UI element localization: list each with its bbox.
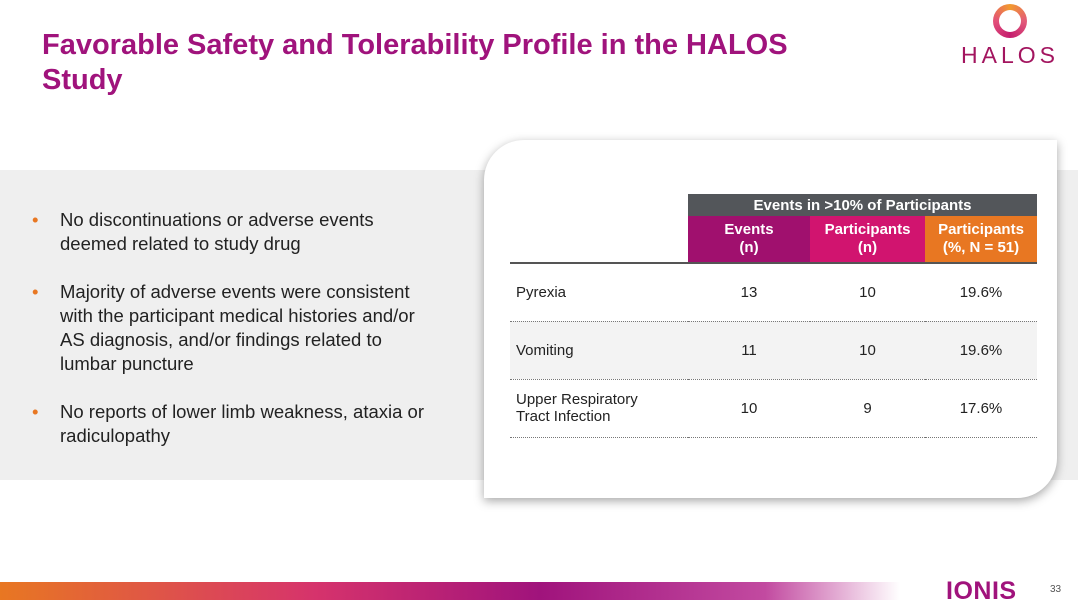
row-label: Upper Respiratory Tract Infection: [510, 379, 688, 438]
col-header-participants-pct: Participants (%, N = 51): [925, 216, 1037, 264]
bullet-text: Majority of adverse events were consiste…: [60, 281, 415, 374]
group-header: Events in >10% of Participants: [688, 194, 1037, 216]
page-number: 33: [1050, 584, 1062, 595]
halos-logo: HALOS: [955, 4, 1065, 69]
table-row: Vomiting 11 10 19.6%: [510, 321, 1037, 380]
table-row: Pyrexia 13 10 19.6%: [510, 263, 1037, 322]
bullet-item: • No discontinuations or adverse events d…: [32, 209, 374, 254]
halos-ring-icon: [993, 4, 1027, 38]
cell-participants: 10: [810, 321, 925, 380]
bullet-list: • No discontinuations or adverse events d…: [32, 208, 432, 472]
cell-percent: 19.6%: [925, 321, 1037, 380]
cell-participants: 9: [810, 379, 925, 438]
bullet-item: • No reports of lower limb weakness, atax…: [32, 401, 424, 446]
cell-events: 11: [688, 321, 810, 380]
cell-percent: 19.6%: [925, 263, 1037, 322]
halos-logo-text: HALOS: [961, 42, 1059, 68]
cell-events: 10: [688, 379, 810, 438]
bullet-text: No reports of lower limb weakness, ataxi…: [60, 401, 424, 446]
row-label: Vomiting: [510, 321, 688, 380]
table-card: Events in >10% of Participants Events (n)…: [484, 140, 1057, 498]
cell-percent: 17.6%: [925, 379, 1037, 438]
bullet-item: • Majority of adverse events were consist…: [32, 281, 415, 374]
adverse-events-table: Events in >10% of Participants Events (n)…: [510, 194, 1037, 438]
ionis-logo: IONIS: [946, 577, 1017, 605]
cell-events: 13: [688, 263, 810, 322]
bullet-text: No discontinuations or adverse events de…: [60, 209, 374, 254]
col-header-participants-n: Participants (n): [810, 216, 925, 264]
col-header-events: Events (n): [688, 216, 810, 264]
footer-gradient-bar: [0, 582, 900, 600]
table-row: Upper Respiratory Tract Infection 10 9 1…: [510, 379, 1037, 438]
page-title: Favorable Safety and Tolerability Profil…: [42, 29, 788, 96]
row-label: Pyrexia: [510, 263, 688, 322]
cell-participants: 10: [810, 263, 925, 322]
